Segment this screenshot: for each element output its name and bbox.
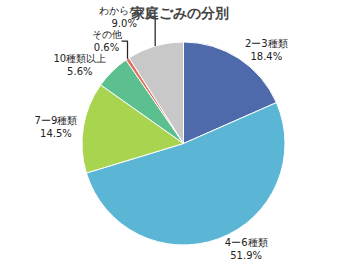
svg-text:10種類以上5.6%: 10種類以上5.6%	[53, 53, 106, 77]
svg-text:2ー3種類18.4%: 2ー3種類18.4%	[245, 38, 288, 62]
svg-text:家庭ごみの分別: 家庭ごみの分別	[130, 5, 229, 21]
svg-text:その他0.6%: その他0.6%	[92, 29, 122, 53]
svg-text:わからない9.0%: わからない9.0%	[99, 5, 149, 29]
svg-text:7ー9種類14.5%: 7ー9種類14.5%	[35, 115, 78, 139]
svg-text:4ー6種類51.9%: 4ー6種類51.9%	[225, 237, 268, 261]
